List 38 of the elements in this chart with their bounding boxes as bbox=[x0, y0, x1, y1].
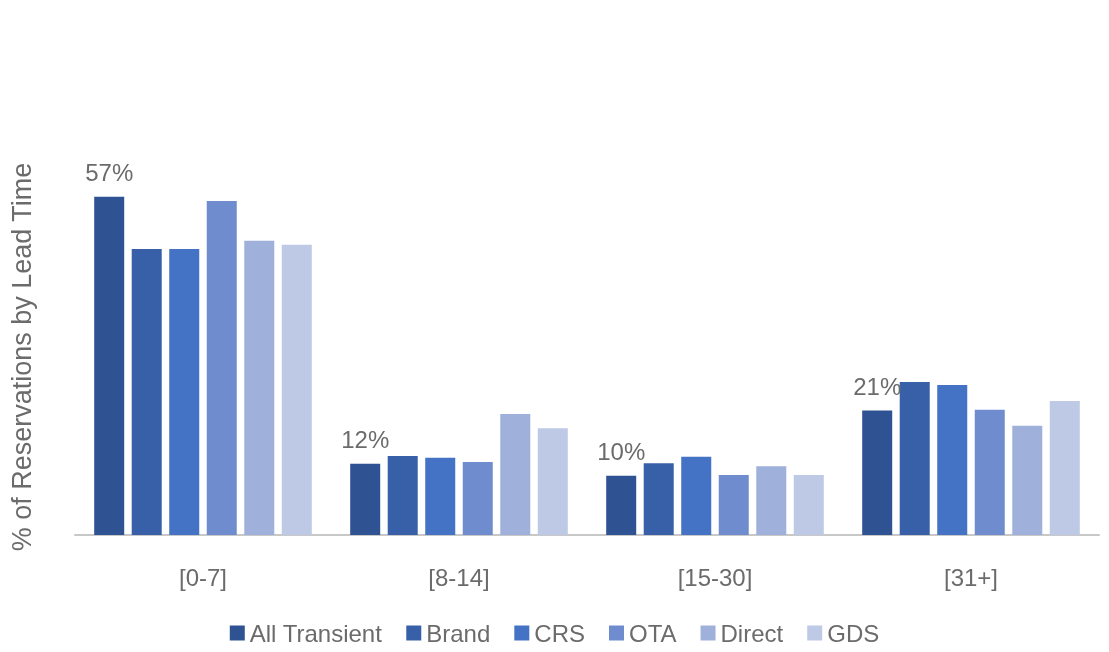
bar bbox=[244, 240, 275, 535]
bar bbox=[425, 457, 456, 535]
bar bbox=[94, 196, 125, 535]
bar bbox=[756, 466, 787, 535]
bar bbox=[169, 249, 200, 535]
x-tick-label: [0-7] bbox=[178, 563, 228, 591]
bar bbox=[606, 475, 637, 535]
bar bbox=[131, 249, 162, 535]
legend-label: Brand bbox=[426, 619, 491, 647]
legend-label: All Transient bbox=[249, 619, 383, 647]
bar bbox=[1049, 400, 1080, 535]
legend-label: CRS bbox=[534, 619, 585, 647]
bar bbox=[1012, 425, 1043, 535]
legend-label: OTA bbox=[628, 619, 677, 647]
bar bbox=[537, 428, 568, 535]
bar bbox=[862, 410, 893, 535]
bar bbox=[643, 463, 674, 535]
data-label: 10% bbox=[597, 438, 646, 466]
x-tick-label: [15-30] bbox=[677, 563, 753, 591]
y-axis-title: % of Reservations by Lead Time bbox=[6, 162, 37, 552]
bar bbox=[899, 381, 930, 535]
bar bbox=[793, 475, 824, 535]
bar bbox=[462, 462, 493, 535]
bar bbox=[718, 475, 749, 535]
legend-label: Direct bbox=[720, 619, 784, 647]
x-tick-label: [8-14] bbox=[428, 563, 490, 591]
bar bbox=[937, 384, 968, 535]
bar bbox=[387, 456, 418, 535]
bar bbox=[500, 413, 531, 535]
data-label: 12% bbox=[341, 426, 390, 454]
bar bbox=[281, 244, 312, 535]
data-label: 57% bbox=[85, 159, 134, 187]
bar bbox=[974, 409, 1005, 535]
bar bbox=[681, 456, 712, 535]
legend-label: GDS bbox=[827, 619, 880, 647]
bar bbox=[350, 463, 381, 535]
x-tick-label: [31+] bbox=[943, 563, 999, 591]
bar bbox=[206, 200, 237, 535]
